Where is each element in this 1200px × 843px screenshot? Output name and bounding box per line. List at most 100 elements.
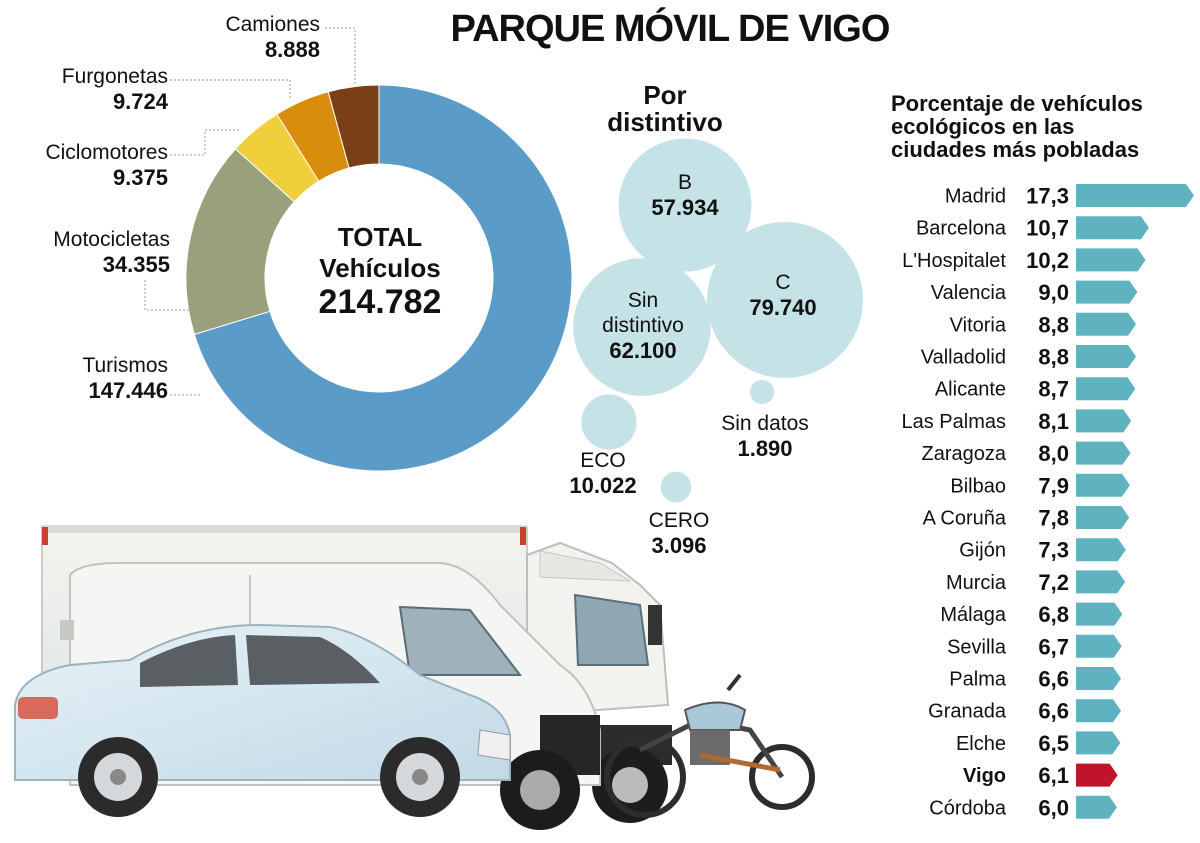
bubble-label-value: 3.096 bbox=[651, 533, 707, 559]
donut-leader-line bbox=[144, 280, 211, 311]
bubble-label-sin-datos: Sin datos 1.890 bbox=[705, 411, 825, 463]
bar-category-label: Las Palmas bbox=[902, 411, 1007, 433]
bar-category-label: Vigo bbox=[963, 765, 1006, 787]
bar-category-label: Córdoba bbox=[929, 797, 1007, 819]
bubble-c bbox=[707, 222, 863, 378]
vehicles-illustration bbox=[14, 525, 815, 830]
bar-category-label: Murcia bbox=[946, 572, 1007, 594]
bar-value-label: 7,3 bbox=[1038, 538, 1069, 563]
bar-value-label: 7,2 bbox=[1038, 570, 1069, 595]
bar-barcelona bbox=[1076, 216, 1149, 240]
bar-chart: Madrid 17,3 Barcelona 10,7 L'Hospitalet 10,2 V… bbox=[902, 184, 1194, 820]
bubble-label-name: ECO bbox=[580, 449, 626, 472]
donut-label-name: Motocicletas bbox=[53, 228, 170, 251]
bar-a-coru-a bbox=[1076, 506, 1130, 529]
bar-category-label: L'Hospitalet bbox=[902, 250, 1006, 272]
donut-leader-line bbox=[325, 27, 356, 85]
donut-leader-line bbox=[170, 79, 291, 100]
bubble-label-name: C bbox=[775, 271, 791, 294]
bar-palma bbox=[1076, 667, 1122, 690]
bar-c-rdoba bbox=[1076, 795, 1117, 819]
bar-valladolid bbox=[1076, 345, 1137, 368]
bar-bilbao bbox=[1076, 473, 1130, 497]
bar-value-label: 8,0 bbox=[1038, 441, 1069, 466]
bar-category-label: Málaga bbox=[940, 604, 1006, 626]
bar-value-label: 8,8 bbox=[1038, 312, 1069, 337]
donut-label-value: 34.355 bbox=[102, 252, 170, 278]
bar-value-label: 10,2 bbox=[1026, 248, 1069, 273]
bubble-label-sin-distintivo: Sin distintivo 62.100 bbox=[578, 288, 708, 365]
bubble-eco bbox=[581, 394, 637, 450]
bar-value-label: 6,0 bbox=[1038, 795, 1069, 820]
bubble-chart-title: Por distintivo bbox=[590, 81, 740, 138]
bar-value-label: 10,7 bbox=[1026, 216, 1069, 241]
donut-label-name: Camiones bbox=[225, 13, 320, 36]
donut-label-value: 9.724 bbox=[112, 89, 168, 115]
bubble-label-cero: CERO 3.096 bbox=[624, 508, 734, 560]
bar-category-label: Sevilla bbox=[947, 636, 1007, 658]
bar-category-label: Granada bbox=[928, 701, 1007, 723]
bar-value-label: 6,6 bbox=[1038, 667, 1069, 692]
bar-category-label: Madrid bbox=[945, 186, 1006, 208]
bar-vitoria bbox=[1076, 312, 1137, 336]
donut-center-line1: TOTAL bbox=[337, 222, 423, 252]
bar-category-label: Valencia bbox=[931, 282, 1007, 304]
bar-value-label: 7,8 bbox=[1038, 506, 1069, 531]
donut-leader-line bbox=[170, 129, 240, 156]
bar-m-laga bbox=[1076, 602, 1123, 626]
donut-segment-turismos bbox=[193, 84, 573, 472]
bubble-label-name: B bbox=[677, 171, 692, 194]
bar-value-label: 8,1 bbox=[1038, 409, 1069, 434]
bubble-label-value: 62.100 bbox=[609, 338, 677, 364]
bar-l-hospitalet bbox=[1076, 248, 1146, 272]
bar-category-label: Gijón bbox=[959, 540, 1006, 562]
bar-sevilla bbox=[1076, 634, 1122, 658]
donut-center-total: TOTAL Vehículos 214.782 bbox=[270, 222, 490, 322]
bar-title-line1: Porcentaje de vehículos bbox=[891, 91, 1143, 116]
bar-chart-title: Porcentaje de vehículos ecológicos en la… bbox=[891, 92, 1196, 161]
bubble-label-value: 10.022 bbox=[569, 473, 637, 499]
donut-center-line2: Vehículos bbox=[319, 253, 441, 284]
donut-center-value: 214.782 bbox=[318, 283, 442, 322]
bar-value-label: 7,9 bbox=[1038, 473, 1069, 498]
bubble-label-name-line1: Sin bbox=[627, 289, 659, 312]
donut-label-camiones: Camiones 8.888 bbox=[225, 12, 320, 64]
bubble-sin-distintivo bbox=[573, 258, 711, 396]
bar-category-label: Barcelona bbox=[916, 218, 1007, 240]
bubble-sin-datos bbox=[749, 379, 775, 405]
bar-vigo bbox=[1076, 763, 1118, 787]
bar-title-line3: ciudades más pobladas bbox=[891, 137, 1140, 163]
bar-zaragoza bbox=[1076, 441, 1131, 465]
bar-category-label: Valladolid bbox=[921, 347, 1006, 369]
donut-segment-camiones bbox=[327, 84, 380, 169]
bubble-label-name: Sin datos bbox=[721, 412, 809, 435]
bar-madrid bbox=[1076, 184, 1194, 207]
donut-label-furgonetas: Furgonetas 9.724 bbox=[62, 64, 168, 116]
bar-value-label: 9,0 bbox=[1038, 280, 1069, 305]
donut-label-turismos: Turismos 147.446 bbox=[82, 353, 168, 405]
bubble-title-line2: distintivo bbox=[607, 107, 723, 138]
bar-category-label: A Coruña bbox=[923, 508, 1007, 530]
bar-las-palmas bbox=[1076, 409, 1132, 433]
motorcycle-illustration bbox=[604, 673, 815, 818]
bar-value-label: 6,7 bbox=[1038, 634, 1069, 659]
bubble-label-name-line2: distintivo bbox=[602, 314, 684, 338]
donut-label-name: Ciclomotores bbox=[45, 141, 168, 164]
bar-value-label: 6,8 bbox=[1038, 602, 1069, 627]
bar-category-label: Elche bbox=[956, 733, 1006, 755]
bar-murcia bbox=[1076, 570, 1126, 594]
donut-label-value: 147.446 bbox=[88, 378, 168, 404]
donut-label-value: 9.375 bbox=[112, 165, 168, 191]
bar-value-label: 17,3 bbox=[1026, 184, 1069, 209]
bar-value-label: 8,7 bbox=[1038, 377, 1069, 402]
bar-value-label: 6,1 bbox=[1038, 763, 1069, 788]
bar-category-label: Alicante bbox=[935, 379, 1006, 401]
donut-label-name: Furgonetas bbox=[61, 65, 168, 88]
bar-category-label: Zaragoza bbox=[922, 443, 1007, 465]
donut-label-ciclomotores: Ciclomotores 9.375 bbox=[45, 140, 168, 192]
bar-alicante bbox=[1076, 377, 1136, 401]
bar-granada bbox=[1076, 699, 1122, 723]
bar-elche bbox=[1076, 731, 1121, 755]
donut-label-value: 8.888 bbox=[264, 37, 320, 63]
bubble-label-name: CERO bbox=[648, 509, 710, 532]
